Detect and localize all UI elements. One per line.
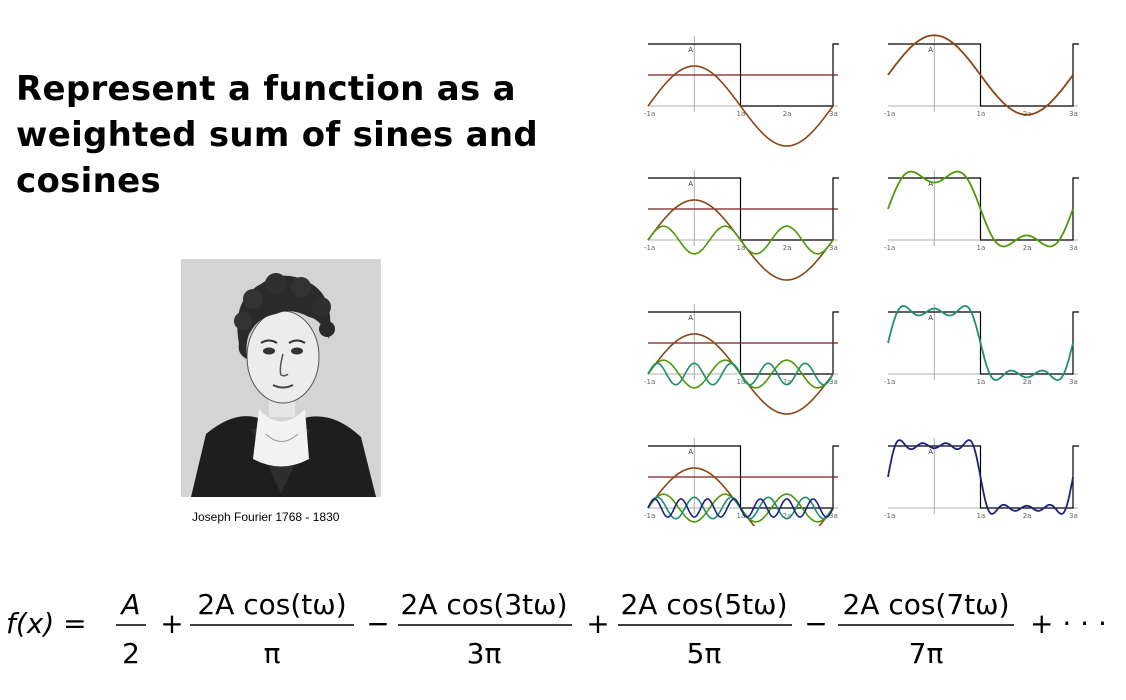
plot-r2-c0-tick-label: -1a [644, 378, 655, 386]
formula-term4-numerator: 2A cos(7tω) [842, 588, 1009, 621]
plot-r2-c0-tick-label: 3a [829, 378, 838, 386]
plot-r0-c0-tick-label: 1a [737, 110, 746, 118]
plot-r2-c0-harmonic-5 [647, 362, 834, 386]
formula-op3: + [586, 607, 609, 640]
plot-r1-c1-tick-label: 2a [1023, 244, 1032, 252]
plot-r1-c0-amplitude-label: A [688, 180, 693, 188]
formula-term0-denominator: 2 [122, 637, 140, 670]
plot-r2-c0-square-wave [648, 311, 839, 375]
plot-r1-c0-harmonic-3 [647, 225, 834, 255]
plot-r3-c0-harmonic-7 [647, 498, 834, 518]
plot-r2-c1-tick-label: 3a [1069, 378, 1078, 386]
plot-r3-c1-tick-label: 2a [1023, 512, 1032, 520]
plot-r0-c1-tick-label: -1a [884, 110, 895, 118]
plot-r3-c0-square-wave [648, 445, 839, 509]
plot-r1-c1-square-wave [888, 177, 1079, 241]
plot-r1-c0-tick-label: 1a [737, 244, 746, 252]
plot-r1-c0-tick-label: 3a [829, 244, 838, 252]
formula-term1-denominator: π [264, 637, 281, 670]
plot-r2-c1-square-wave [888, 311, 1079, 375]
plot-r0-c0-square-wave [648, 43, 839, 107]
plot-r3-c0-tick-label: -1a [644, 512, 655, 520]
formula-lhs: f(x) = [6, 607, 87, 640]
portrait-caption: Joseph Fourier 1768 - 1830 [192, 510, 340, 524]
plot-r1-c0-tick-label: 2a [783, 244, 792, 252]
plot-r3-c1-partial-sum [887, 439, 1074, 515]
plot-r0-c0-amplitude-label: A [688, 46, 693, 54]
plot-r2-c0-tick-label: 1a [737, 378, 746, 386]
plot-r2-c0-tick-label: 2a [783, 378, 792, 386]
joseph-fourier-portrait [181, 259, 381, 497]
plot-r0-c1-square-wave [888, 43, 1079, 107]
plot-r3-c1-amplitude-label: A [928, 448, 933, 456]
formula-op4: − [804, 607, 827, 640]
plot-r1-c1-tick-label: -1a [884, 244, 895, 252]
plot-r3-c1-tick-label: 1a [977, 512, 986, 520]
formula-term0-numerator: A [119, 588, 140, 621]
plot-r3-c1-tick-label: 3a [1069, 512, 1078, 520]
plot-r1-c1-partial-sum [887, 170, 1074, 248]
plot-r3-c0-amplitude-label: A [688, 448, 693, 456]
plot-r2-c1-tick-label: 2a [1023, 378, 1032, 386]
formula-op1: + [160, 607, 183, 640]
plot-r3-c0-tick-label: 1a [737, 512, 746, 520]
plot-r2-c0-amplitude-label: A [688, 314, 693, 322]
formula-op2: − [366, 607, 389, 640]
plot-r1-c1-amplitude-label: A [928, 180, 933, 188]
plot-r3-c0-tick-label: 2a [783, 512, 792, 520]
plot-r3-c0-tick-label: 3a [829, 512, 838, 520]
formula-term3-numerator: 2A cos(5tω) [620, 588, 787, 621]
plot-r2-c1-tick-label: -1a [884, 378, 895, 386]
plot-r0-c1-amplitude-label: A [928, 46, 933, 54]
plot-r2-c1-amplitude-label: A [928, 314, 933, 322]
plot-r3-c1-tick-label: -1a [884, 512, 895, 520]
plot-r0-c1-tick-label: 1a [977, 110, 986, 118]
plot-r1-c1-tick-label: 1a [977, 244, 986, 252]
formula-term2-numerator: 2A cos(3tω) [400, 588, 567, 621]
plot-r0-c0-tick-label: 2a [783, 110, 792, 118]
plot-r2-c1-partial-sum [887, 304, 1074, 382]
plot-r0-c0-tick-label: -1a [644, 110, 655, 118]
formula-tail: + · · · [1030, 607, 1107, 640]
formula-term4-denominator: 7π [909, 637, 944, 670]
fourier-series-formula: f(x) = A 2 + 2A cos(tω) π − 2A cos(3tω) … [6, 588, 1107, 670]
slide-title: Represent a function as a weighted sum o… [16, 69, 539, 201]
plot-r0-c0-tick-label: 3a [829, 110, 838, 118]
plot-r2-c1-tick-label: 1a [977, 378, 986, 386]
plot-r1-c0-tick-label: -1a [644, 244, 655, 252]
plot-r0-c1-partial-sum [887, 34, 1074, 116]
plot-r0-c1-tick-label: 3a [1069, 110, 1078, 118]
formula-term2-denominator: 3π [467, 637, 502, 670]
fourier-approximation-plots: -1a 1a 2a 3a A -1a 1a 2a 3a A -1a 1a 2a 3a A -1a 1a 2a 3a A… [644, 34, 1079, 526]
formula-term1-numerator: 2A cos(tω) [197, 588, 346, 621]
plot-r1-c1-tick-label: 3a [1069, 244, 1078, 252]
formula-term3-denominator: 5π [687, 637, 722, 670]
plot-r1-c0-square-wave [648, 177, 839, 241]
plot-r3-c1-square-wave [888, 445, 1079, 509]
plot-r0-c0-harmonic-1 [647, 65, 834, 147]
